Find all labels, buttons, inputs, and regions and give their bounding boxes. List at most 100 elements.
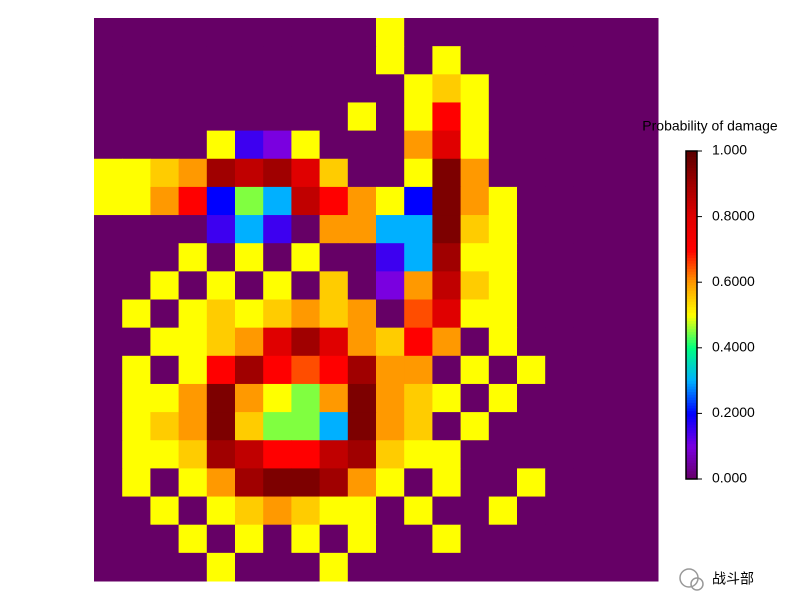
heatmap-cell <box>629 215 659 244</box>
colorbar-segment <box>686 366 697 371</box>
colorbar-segment <box>686 410 697 414</box>
heatmap-cell <box>291 299 321 329</box>
heatmap-cell <box>601 440 631 469</box>
heatmap-cell <box>178 383 208 413</box>
colorbar-segment <box>686 407 697 412</box>
heatmap-cell <box>488 215 518 244</box>
heatmap-cell <box>235 186 264 216</box>
heatmap-cell <box>235 102 264 132</box>
heatmap-cell <box>94 440 123 469</box>
heatmap-cell <box>206 186 236 216</box>
colorbar-segment <box>686 224 697 229</box>
colorbar-segment <box>686 175 697 179</box>
heatmap-cell <box>460 130 490 160</box>
heatmap-cell <box>235 440 264 469</box>
colorbar-segment <box>686 233 697 237</box>
heatmap-cell <box>319 243 349 272</box>
heatmap-cell <box>150 186 180 216</box>
heatmap-cell <box>122 468 151 498</box>
heatmap-cell <box>347 355 377 385</box>
heatmap-cell <box>432 383 462 413</box>
heatmap-cell <box>573 271 603 300</box>
heatmap-cell <box>178 327 208 357</box>
colorbar-segment <box>686 227 697 231</box>
colorbar-segment <box>686 432 697 436</box>
colorbar-tick-label: 0.8000 <box>712 207 755 223</box>
heatmap-cell <box>291 327 321 357</box>
heatmap-cell <box>94 130 123 160</box>
colorbar-segment <box>686 457 697 461</box>
heatmap-cell <box>150 18 180 47</box>
heatmap-cell <box>404 243 433 272</box>
heatmap-cell <box>460 355 490 385</box>
heatmap-cell <box>94 243 123 272</box>
heatmap-cell <box>347 243 377 272</box>
heatmap-cell <box>432 271 462 300</box>
heatmap-cell <box>291 271 321 300</box>
heatmap-cell <box>206 18 236 47</box>
heatmap-cell <box>404 158 433 188</box>
heatmap-cell <box>347 18 377 47</box>
heatmap-cell <box>517 383 546 413</box>
heatmap-cell <box>150 299 180 329</box>
heatmap-cell <box>629 186 659 216</box>
heatmap-cell <box>150 102 180 132</box>
heatmap-cell <box>178 468 208 498</box>
heatmap-cell <box>150 243 180 272</box>
heatmap-cell <box>178 552 208 582</box>
colorbar-segment <box>686 320 697 324</box>
heatmap-cell <box>122 299 151 329</box>
heatmap-cell <box>545 552 574 582</box>
heatmap-cell <box>235 243 264 272</box>
heatmap-cell <box>376 158 405 188</box>
heatmap-cell <box>376 186 405 216</box>
heatmap-cell <box>460 552 490 582</box>
heatmap-cell <box>235 468 264 498</box>
heatmap-cell <box>376 440 405 469</box>
heatmap-cell <box>629 383 659 413</box>
heatmap-cell <box>545 74 574 103</box>
heatmap-cell <box>573 130 603 160</box>
heatmap-cell <box>150 383 180 413</box>
colorbar-segment <box>686 265 697 270</box>
heatmap-cell <box>122 74 151 103</box>
heatmap-cell <box>488 496 518 526</box>
heatmap-cell <box>206 215 236 244</box>
heatmap-cell <box>206 46 236 75</box>
heatmap-cell <box>629 102 659 132</box>
heatmap-cell <box>347 468 377 498</box>
heatmap-cell <box>94 496 123 526</box>
heatmap-cell <box>460 383 490 413</box>
colorbar-segment <box>686 172 697 177</box>
heatmap-cell <box>122 18 151 47</box>
heatmap-cell <box>545 327 574 357</box>
heatmap-cell <box>263 130 292 160</box>
colorbar-segment <box>686 279 697 283</box>
heatmap-cell <box>545 271 574 300</box>
heatmap-cell <box>94 383 123 413</box>
colorbar-tick-label: 0.6000 <box>712 273 755 289</box>
heatmap-cell <box>178 524 208 554</box>
colorbar-segment <box>686 386 697 390</box>
heatmap-cell <box>235 215 264 244</box>
heatmap-cell <box>404 440 433 469</box>
heatmap-cell <box>291 215 321 244</box>
heatmap-cell <box>460 18 490 47</box>
heatmap-cell <box>94 46 123 75</box>
colorbar-segment <box>686 465 697 469</box>
heatmap-cell <box>150 440 180 469</box>
heatmap-cell <box>573 158 603 188</box>
heatmap-cell <box>545 299 574 329</box>
heatmap-cell <box>94 524 123 554</box>
heatmap-cell <box>601 412 631 441</box>
colorbar-segment <box>686 222 697 226</box>
heatmap-cell <box>150 46 180 75</box>
heatmap-cell <box>347 46 377 75</box>
heatmap-cell <box>376 74 405 103</box>
heatmap-cell <box>601 130 631 160</box>
heatmap-cell <box>263 383 292 413</box>
heatmap-cell <box>122 355 151 385</box>
heatmap-cell <box>545 215 574 244</box>
colorbar: 0.000 0.2000 0.4000 0.6000 0.8000 1.000 <box>685 142 755 486</box>
heatmap-cell <box>150 74 180 103</box>
